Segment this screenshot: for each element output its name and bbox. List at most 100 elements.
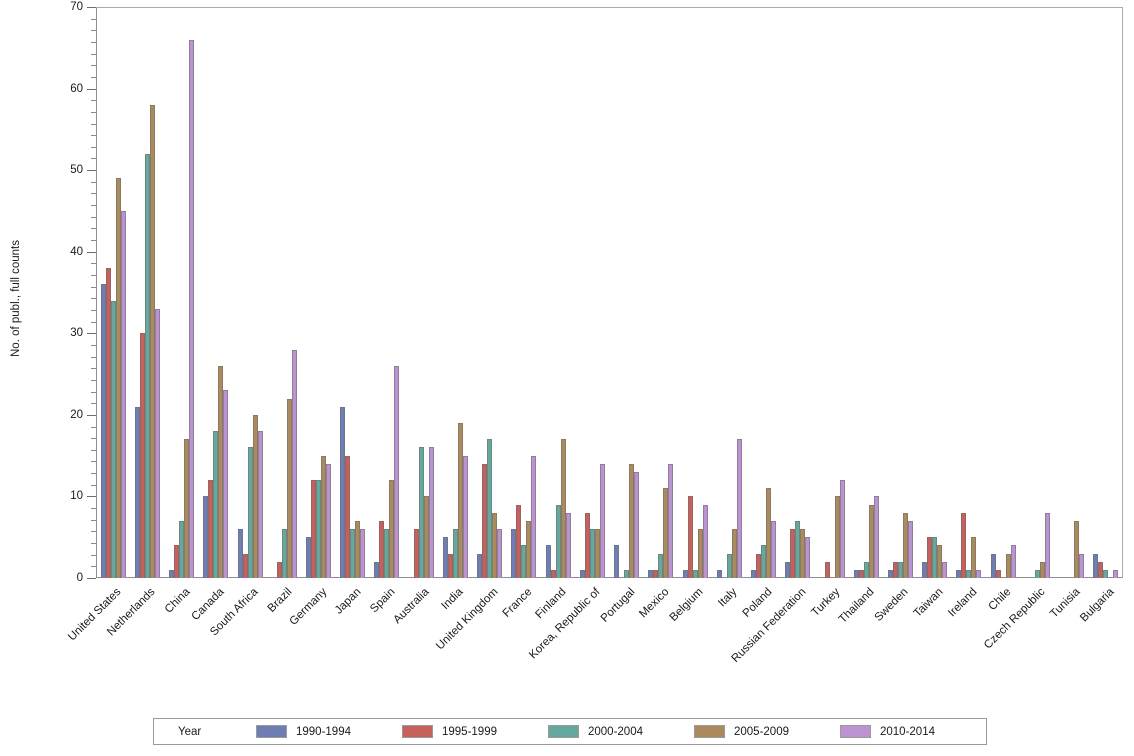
y-minor-tick bbox=[91, 379, 96, 381]
bar bbox=[423, 496, 429, 578]
y-minor-tick bbox=[91, 543, 96, 545]
bar bbox=[252, 414, 258, 578]
bar bbox=[697, 529, 703, 578]
legend-item: 2005-2009 bbox=[694, 725, 840, 738]
bar bbox=[599, 463, 605, 578]
bar bbox=[291, 349, 297, 578]
bar bbox=[384, 529, 390, 578]
y-tick-label: 10 bbox=[70, 490, 83, 503]
y-minor-tick bbox=[91, 286, 96, 288]
bar bbox=[589, 529, 595, 578]
bar bbox=[1098, 561, 1104, 578]
bar bbox=[531, 455, 537, 578]
y-minor-tick bbox=[91, 391, 96, 393]
bar bbox=[360, 529, 366, 578]
bar bbox=[115, 178, 121, 578]
bar bbox=[497, 529, 503, 578]
bar bbox=[179, 520, 185, 578]
bar bbox=[771, 520, 777, 578]
bar bbox=[174, 545, 180, 578]
y-tick-label: 30 bbox=[70, 327, 83, 340]
bar bbox=[785, 561, 791, 578]
y-tick-label: 40 bbox=[70, 245, 83, 258]
y-minor-tick bbox=[91, 76, 96, 78]
legend-swatch bbox=[256, 725, 287, 738]
bar bbox=[374, 561, 380, 578]
y-minor-tick bbox=[91, 519, 96, 521]
y-minor-tick bbox=[91, 18, 96, 20]
bar bbox=[995, 569, 1001, 578]
bar bbox=[629, 463, 635, 578]
bar bbox=[731, 529, 737, 578]
bar bbox=[1074, 520, 1080, 578]
bar bbox=[687, 496, 693, 578]
legend-swatch bbox=[548, 725, 579, 738]
bar bbox=[134, 406, 140, 578]
bar bbox=[286, 398, 292, 578]
bar bbox=[1005, 553, 1011, 578]
bar bbox=[389, 480, 395, 578]
bar bbox=[824, 561, 830, 578]
bar bbox=[692, 569, 698, 578]
bar bbox=[795, 520, 801, 578]
bar bbox=[184, 439, 190, 578]
bar bbox=[805, 537, 811, 578]
y-major-tick bbox=[87, 496, 96, 498]
bar bbox=[653, 569, 659, 578]
y-minor-tick bbox=[91, 228, 96, 230]
bar bbox=[579, 569, 585, 578]
y-minor-tick bbox=[91, 356, 96, 358]
legend-item: 2010-2014 bbox=[840, 725, 986, 738]
bar bbox=[897, 561, 903, 578]
y-minor-tick bbox=[91, 321, 96, 323]
legend-label: 1995-1999 bbox=[442, 725, 497, 738]
y-minor-tick bbox=[91, 566, 96, 568]
bar bbox=[887, 569, 893, 578]
y-minor-tick bbox=[91, 531, 96, 533]
bar bbox=[658, 553, 664, 578]
bar bbox=[736, 439, 742, 578]
y-minor-tick bbox=[91, 275, 96, 277]
bar bbox=[766, 488, 772, 578]
y-minor-tick bbox=[91, 30, 96, 32]
y-major-tick bbox=[87, 333, 96, 335]
y-minor-tick bbox=[91, 240, 96, 242]
bar bbox=[418, 447, 424, 578]
bar bbox=[800, 529, 806, 578]
bar bbox=[682, 569, 688, 578]
y-minor-tick bbox=[91, 309, 96, 311]
y-minor-tick bbox=[91, 216, 96, 218]
bar bbox=[482, 463, 488, 578]
bar bbox=[316, 480, 322, 578]
bar bbox=[452, 529, 458, 578]
bar bbox=[702, 504, 708, 578]
bar bbox=[1093, 553, 1099, 578]
y-major-tick bbox=[87, 414, 96, 416]
bar bbox=[521, 545, 527, 578]
bar bbox=[477, 553, 483, 578]
bar bbox=[839, 480, 845, 578]
bar bbox=[120, 210, 126, 578]
bar bbox=[1034, 569, 1040, 578]
y-tick-label: 20 bbox=[70, 408, 83, 421]
bar bbox=[169, 569, 175, 578]
bar bbox=[956, 569, 962, 578]
bar bbox=[189, 39, 195, 578]
bar bbox=[306, 537, 312, 578]
bar bbox=[492, 512, 498, 578]
y-minor-tick bbox=[91, 403, 96, 405]
bar bbox=[223, 390, 229, 578]
bar bbox=[976, 569, 982, 578]
bar bbox=[149, 104, 155, 578]
bar bbox=[139, 333, 145, 578]
legend-swatch bbox=[694, 725, 725, 738]
y-minor-tick bbox=[91, 484, 96, 486]
bar bbox=[1010, 545, 1016, 578]
bar bbox=[516, 504, 522, 578]
y-minor-tick bbox=[91, 368, 96, 370]
legend-label: 1990-1994 bbox=[296, 725, 351, 738]
bar bbox=[311, 480, 317, 578]
bar bbox=[237, 529, 243, 578]
y-minor-tick bbox=[91, 344, 96, 346]
